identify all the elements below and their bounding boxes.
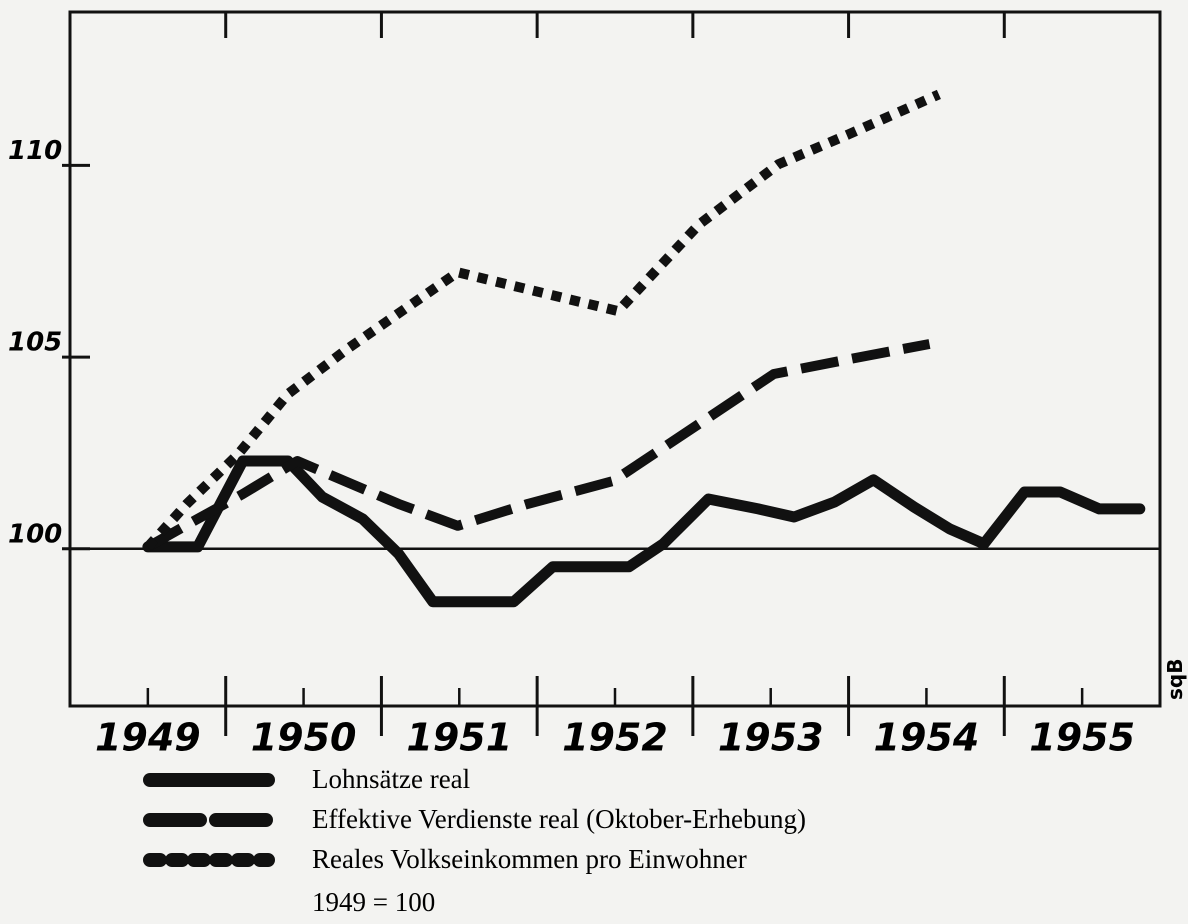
x-tick-label: 1953 [718, 716, 824, 760]
series-line [144, 89, 941, 551]
plot-frame [68, 10, 1162, 708]
legend-label: Effektive Verdienste real (Oktober-Erheb… [312, 804, 806, 834]
y-tick-label: 105 [8, 328, 62, 358]
source-mark: sqB [1163, 659, 1187, 700]
series-line [145, 339, 931, 552]
legend-label: Lohnsätze real [312, 764, 470, 794]
x-tick-label: 1949 [95, 716, 201, 760]
x-tick-label: 1955 [1029, 716, 1135, 760]
x-tick-label: 1951 [406, 716, 512, 760]
y-tick-label: 100 [8, 519, 62, 549]
series-line [142, 455, 1146, 608]
base-note: 1949 = 100 [312, 887, 435, 917]
x-tick-label: 1954 [874, 716, 980, 760]
legend-label: Reales Volkseinkommen pro Einwohner [312, 844, 747, 874]
y-tick-label: 110 [8, 136, 62, 166]
x-tick-label: 1952 [562, 716, 668, 760]
x-tick-label: 1950 [251, 716, 357, 760]
